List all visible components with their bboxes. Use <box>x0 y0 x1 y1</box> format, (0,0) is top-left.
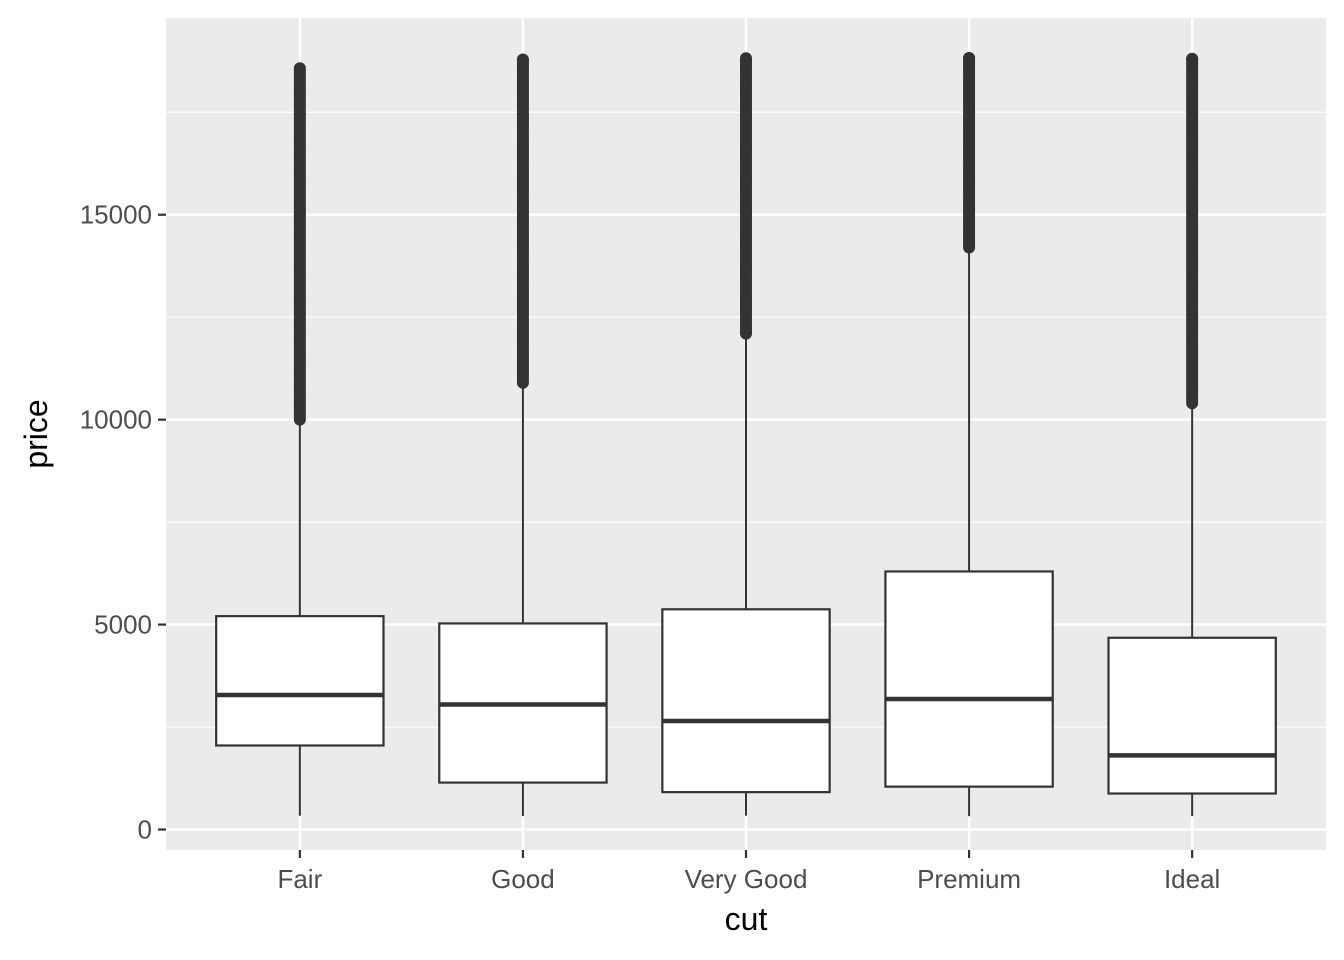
x-tick-label: Premium <box>917 864 1021 894</box>
y-tick-label: 15000 <box>80 200 152 230</box>
y-tick-label: 10000 <box>80 405 152 435</box>
outlier-point <box>516 53 529 66</box>
box-fair <box>215 62 385 816</box>
x-axis-title: cut <box>725 901 768 937</box>
outlier-point <box>963 52 976 65</box>
outlier-point <box>740 52 752 65</box>
box-very-good <box>661 52 831 816</box>
x-tick-label: Good <box>491 864 555 894</box>
iqr-box <box>1107 636 1277 795</box>
x-tick-label: Fair <box>277 864 322 894</box>
outlier-point <box>1186 52 1199 65</box>
box-ideal <box>1107 52 1277 817</box>
x-tick-label: Ideal <box>1164 864 1220 894</box>
iqr-box <box>884 570 1054 788</box>
y-axis-title: price <box>18 399 54 468</box>
box-premium <box>884 52 1054 817</box>
y-tick-label: 5000 <box>94 610 152 640</box>
x-tick-label: Very Good <box>685 864 808 894</box>
y-axis: 0 5000 10000 15000 <box>80 200 166 845</box>
boxes <box>215 52 1277 817</box>
iqr-box <box>661 608 831 794</box>
x-axis: Fair Good Very Good Premium Ideal <box>277 850 1220 894</box>
box-good <box>438 53 608 817</box>
iqr-box <box>215 615 385 747</box>
outlier-point <box>293 62 306 75</box>
y-tick-label: 0 <box>138 815 152 845</box>
